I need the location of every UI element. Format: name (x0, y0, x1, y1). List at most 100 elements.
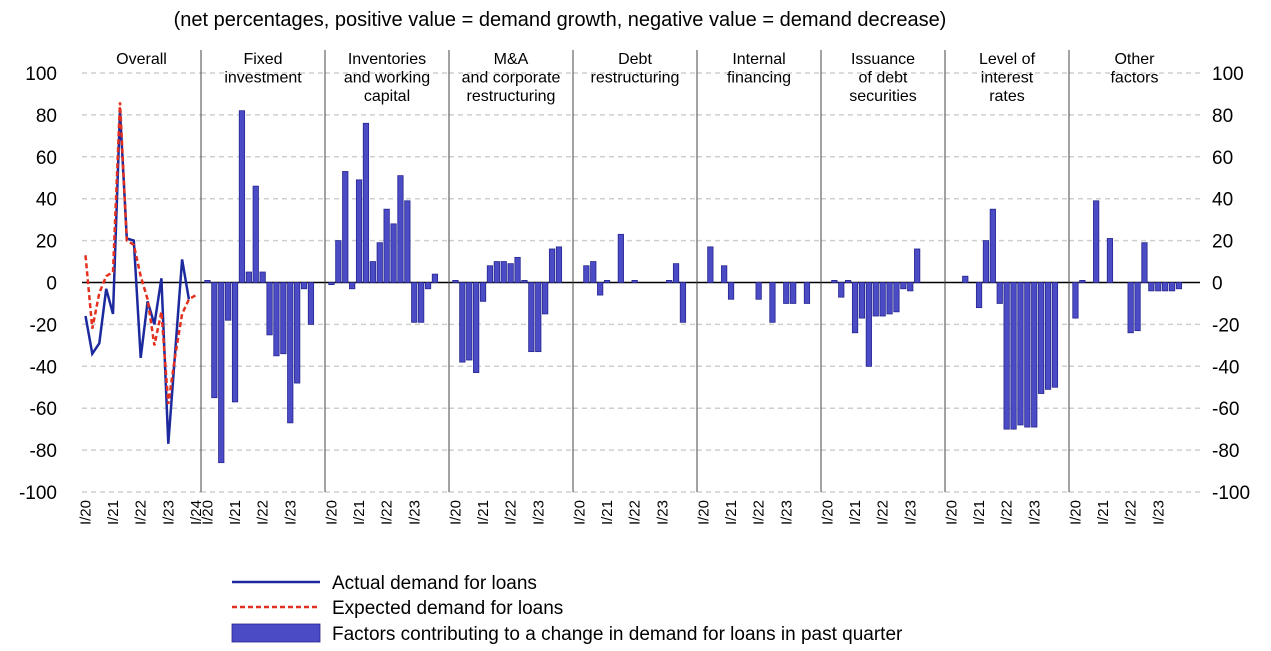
bar (721, 265, 728, 283)
bar (1162, 282, 1169, 292)
bar (1038, 282, 1045, 394)
bar (238, 110, 246, 283)
bar (211, 282, 218, 399)
bar (273, 282, 280, 357)
x-tick-label: I/21 (847, 500, 864, 525)
y2-tick-label: -60 (1212, 399, 1239, 420)
bar (672, 263, 680, 283)
bar (294, 282, 301, 384)
x-tick-label: I/22 (627, 500, 644, 525)
bar (362, 122, 370, 283)
chart-subtitle: (net percentages, positive value = deman… (174, 9, 947, 31)
x-tick-label: I/20 (1067, 500, 1084, 525)
x-tick-label: I/21 (351, 500, 368, 525)
bar (803, 282, 811, 304)
line-series (84, 110, 191, 444)
y-tick-label: -20 (30, 315, 57, 336)
y2-tick-label: -20 (1212, 315, 1239, 336)
bar (858, 282, 866, 319)
bar (1134, 282, 1141, 332)
bar (1003, 282, 1010, 430)
bar (390, 223, 397, 283)
bar (783, 282, 790, 304)
bar (225, 282, 232, 321)
x-tick-label: I/22 (999, 500, 1016, 525)
x-tick-label: I/22 (751, 500, 768, 525)
bar (328, 282, 335, 285)
bar (617, 233, 624, 283)
bar (542, 282, 549, 315)
bar (865, 282, 872, 367)
bar (266, 282, 273, 336)
panel-title: Issuance (851, 51, 915, 68)
bar (590, 261, 597, 283)
bar (851, 282, 859, 334)
panel-title: restructuring (467, 88, 556, 105)
x-tick-label: I/24 (188, 500, 205, 525)
bar (493, 261, 500, 283)
x-tick-label: I/22 (1123, 500, 1140, 525)
bar (989, 208, 996, 283)
bar (252, 185, 259, 283)
x-tick-label: I/23 (654, 500, 671, 525)
bar (831, 280, 838, 283)
x-tick-label: I/21 (105, 500, 122, 525)
y-tick-label: -80 (30, 441, 57, 462)
bar (431, 273, 439, 283)
bar (335, 240, 342, 283)
y2-tick-label: 100 (1212, 64, 1244, 85)
bar (466, 282, 473, 361)
bar (666, 280, 673, 283)
bar (424, 282, 432, 290)
bar (790, 282, 797, 304)
y2-tick-label: 60 (1212, 148, 1233, 169)
panel-title: securities (849, 88, 917, 105)
bar (500, 261, 507, 283)
bar (1127, 282, 1134, 334)
bar (535, 282, 542, 353)
x-tick-label: I/21 (1095, 500, 1112, 525)
x-tick-label: I/20 (695, 500, 712, 525)
y-tick-label: -40 (30, 357, 57, 378)
x-tick-label: I/22 (255, 500, 272, 525)
bar (1044, 282, 1052, 390)
line-series (84, 102, 197, 405)
bar (1106, 238, 1114, 283)
bar (355, 179, 363, 283)
bar (383, 208, 390, 283)
panel-title: Debt (618, 51, 652, 68)
legend-label: Actual demand for loans (332, 573, 537, 594)
x-tick-label: I/23 (282, 500, 299, 525)
bar (479, 282, 487, 302)
bar (907, 282, 914, 292)
bar (486, 265, 494, 283)
panel-title: and working (344, 70, 430, 87)
bar (418, 282, 425, 323)
bar (300, 282, 308, 290)
panel-title: Other (1114, 51, 1155, 68)
x-tick-label: I/22 (133, 500, 150, 525)
panel-title: restructuring (591, 70, 680, 87)
bar (707, 246, 714, 283)
bar (1010, 282, 1017, 430)
y2-tick-label: 0 (1212, 274, 1223, 295)
x-tick-label: I/21 (599, 500, 616, 525)
bar (962, 275, 969, 283)
x-tick-label: I/22 (503, 500, 520, 525)
x-tick-label: I/23 (902, 500, 919, 525)
bar (452, 280, 459, 283)
panel-title: interest (981, 70, 1034, 87)
bar (514, 256, 521, 283)
y-tick-label: 60 (36, 148, 57, 169)
bar (555, 246, 563, 283)
y2-tick-label: 80 (1212, 106, 1233, 127)
bar (1051, 282, 1059, 388)
bar (900, 282, 907, 290)
bar (528, 282, 535, 353)
panel-title: M&A (494, 51, 529, 68)
x-tick-label: I/20 (447, 500, 464, 525)
bar (287, 282, 294, 424)
panel-title: and corporate (462, 70, 561, 87)
bar (342, 171, 349, 283)
